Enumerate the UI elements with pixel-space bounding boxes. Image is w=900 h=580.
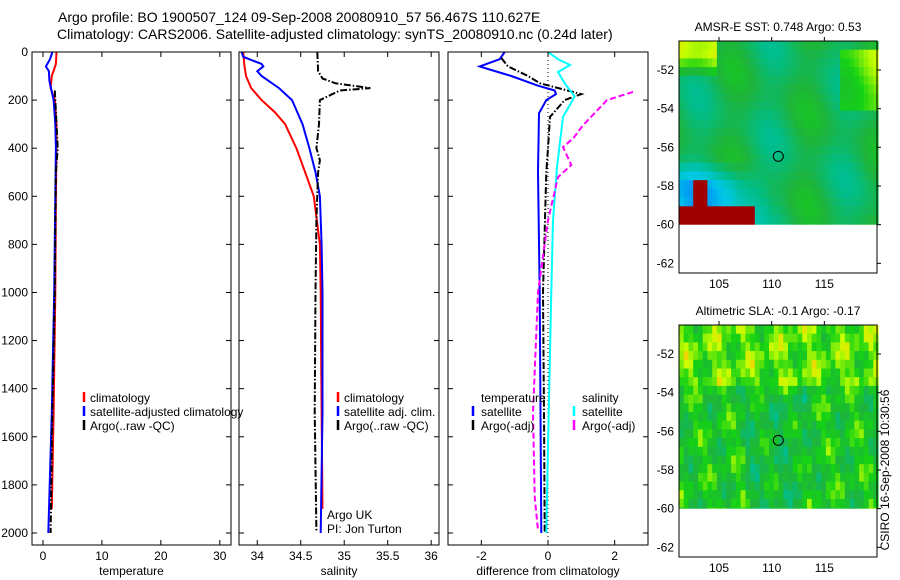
y-tick-label: -56 xyxy=(657,140,675,154)
x-tick-label: 34 xyxy=(251,549,265,563)
y-tick-label: -52 xyxy=(657,63,675,77)
axes-frame xyxy=(238,51,440,546)
legend-entry: satellite xyxy=(582,405,623,419)
map-title: AMSR-E SST: 0.748 Argo: 0.53 xyxy=(695,20,862,34)
series-line-argo-raw-qc- xyxy=(49,90,59,534)
legend-entry: Argo(..raw -QC) xyxy=(90,419,175,433)
salinity-profile-panel: 34 34.5 35 35.5 36 salinity climatologysatelli… xyxy=(238,51,440,578)
x-tick-label: 105 xyxy=(709,277,729,291)
legend-entry: Argo(-adj) xyxy=(481,419,534,433)
sst-map-panel: AMSR-E SST: 0.748 Argo: 0.53 105 110 115 -52… xyxy=(657,20,881,291)
y-tick-label: 200 xyxy=(8,93,28,107)
y-tick-label: -54 xyxy=(657,386,675,400)
legend-entry: Argo(-adj) xyxy=(582,419,635,433)
heatmap-cells xyxy=(679,41,879,225)
y-tick-label: 1000 xyxy=(1,285,28,299)
y-tick-label: 800 xyxy=(8,237,28,251)
x-tick-label: 20 xyxy=(154,549,168,563)
y-tick-label: 400 xyxy=(8,141,28,155)
x-tick-label: 0 xyxy=(545,549,552,563)
y-tick-label: -62 xyxy=(657,256,675,270)
credit-line2: PI: Jon Turton xyxy=(327,522,402,536)
series-line-argo-raw-qc- xyxy=(313,51,371,531)
legend-group-header: temperature xyxy=(481,391,546,405)
axes-frame xyxy=(31,51,232,546)
x-axis-label: salinity xyxy=(321,564,358,578)
x-axis-label: temperature xyxy=(99,564,164,578)
legend-entry: climatology xyxy=(344,391,404,405)
y-tick-label: 1600 xyxy=(1,430,28,444)
map-frame xyxy=(678,40,878,274)
series-line-salinity-argo-adj- xyxy=(531,90,634,531)
legend-entry: climatology xyxy=(90,391,150,405)
legend-group-header: salinity xyxy=(582,391,619,405)
y-tick-label: 0 xyxy=(21,45,28,59)
y-tick-label: -52 xyxy=(657,347,675,361)
x-tick-label: 110 xyxy=(762,561,781,575)
x-tick-label: 30 xyxy=(213,549,227,563)
heatmap-cells xyxy=(679,325,879,509)
y-tick-label: -56 xyxy=(657,424,675,438)
argo-float-position-marker xyxy=(772,434,784,446)
x-tick-label: -2 xyxy=(476,549,487,563)
x-tick-label: 110 xyxy=(762,277,781,291)
map-frame xyxy=(678,324,878,558)
temperature-profile-panel: 0 10 20 30 0 200 400 600 800 1000 1200 1400 1600 1800… xyxy=(1,45,243,578)
x-tick-label: 0 xyxy=(40,549,47,563)
figure-title-line1: Argo profile: BO 1900507_124 09-Sep-2008… xyxy=(58,9,540,25)
figure-title-line2: Climatology: CARS2006. Satellite-adjuste… xyxy=(57,26,613,42)
x-tick-label: 35.5 xyxy=(376,549,400,563)
y-tick-label: -62 xyxy=(657,540,675,554)
y-tick-label: 2000 xyxy=(1,526,28,540)
sla-map-panel: Altimetric SLA: -0.1 Argo: -0.17 105 110 11… xyxy=(657,304,881,575)
y-tick-label: -60 xyxy=(657,218,675,232)
legend: temperaturesatelliteArgo(-adj)salinitysa… xyxy=(471,391,635,433)
y-tick-label: -58 xyxy=(657,179,675,193)
series-line-temperature-argo-adj- xyxy=(500,57,585,534)
x-tick-label: 36 xyxy=(424,549,438,563)
x-tick-label: 115 xyxy=(815,277,834,291)
x-axis-label: difference from climatology xyxy=(476,564,619,578)
x-tick-label: 115 xyxy=(815,561,834,575)
legend-entry: satellite-adjusted climatology xyxy=(90,405,243,419)
y-tick-label: 1200 xyxy=(1,334,28,348)
y-tick-label: 1400 xyxy=(1,382,28,396)
map-title: Altimetric SLA: -0.1 Argo: -0.17 xyxy=(696,304,861,318)
series-line-temperature-satellite xyxy=(476,51,558,534)
x-tick-label: 10 xyxy=(95,549,109,563)
x-tick-label: 2 xyxy=(611,549,618,563)
x-tick-label: 35 xyxy=(338,549,352,563)
y-tick-label: -54 xyxy=(657,102,675,116)
legend-entry: satellite adj. clim. xyxy=(344,405,435,419)
y-tick-label: 1800 xyxy=(1,478,28,492)
timestamp: CSIRO 16-Sep-2008 10:30:56 xyxy=(878,389,892,550)
y-tick-label: 600 xyxy=(8,189,28,203)
y-tick-label: -60 xyxy=(657,502,675,516)
argo-float-position-marker xyxy=(772,150,784,162)
series-line-satellite-adj-clim- xyxy=(240,51,324,534)
x-tick-label: 34.5 xyxy=(289,549,313,563)
legend-entry: satellite xyxy=(481,405,522,419)
series-line-climatology xyxy=(242,51,324,509)
series-line-salinity-satellite xyxy=(545,51,576,534)
legend-entry: Argo(..raw -QC) xyxy=(344,419,429,433)
x-tick-label: 105 xyxy=(709,561,729,575)
y-tick-label: -58 xyxy=(657,463,675,477)
credit-line1: Argo UK xyxy=(327,508,372,522)
